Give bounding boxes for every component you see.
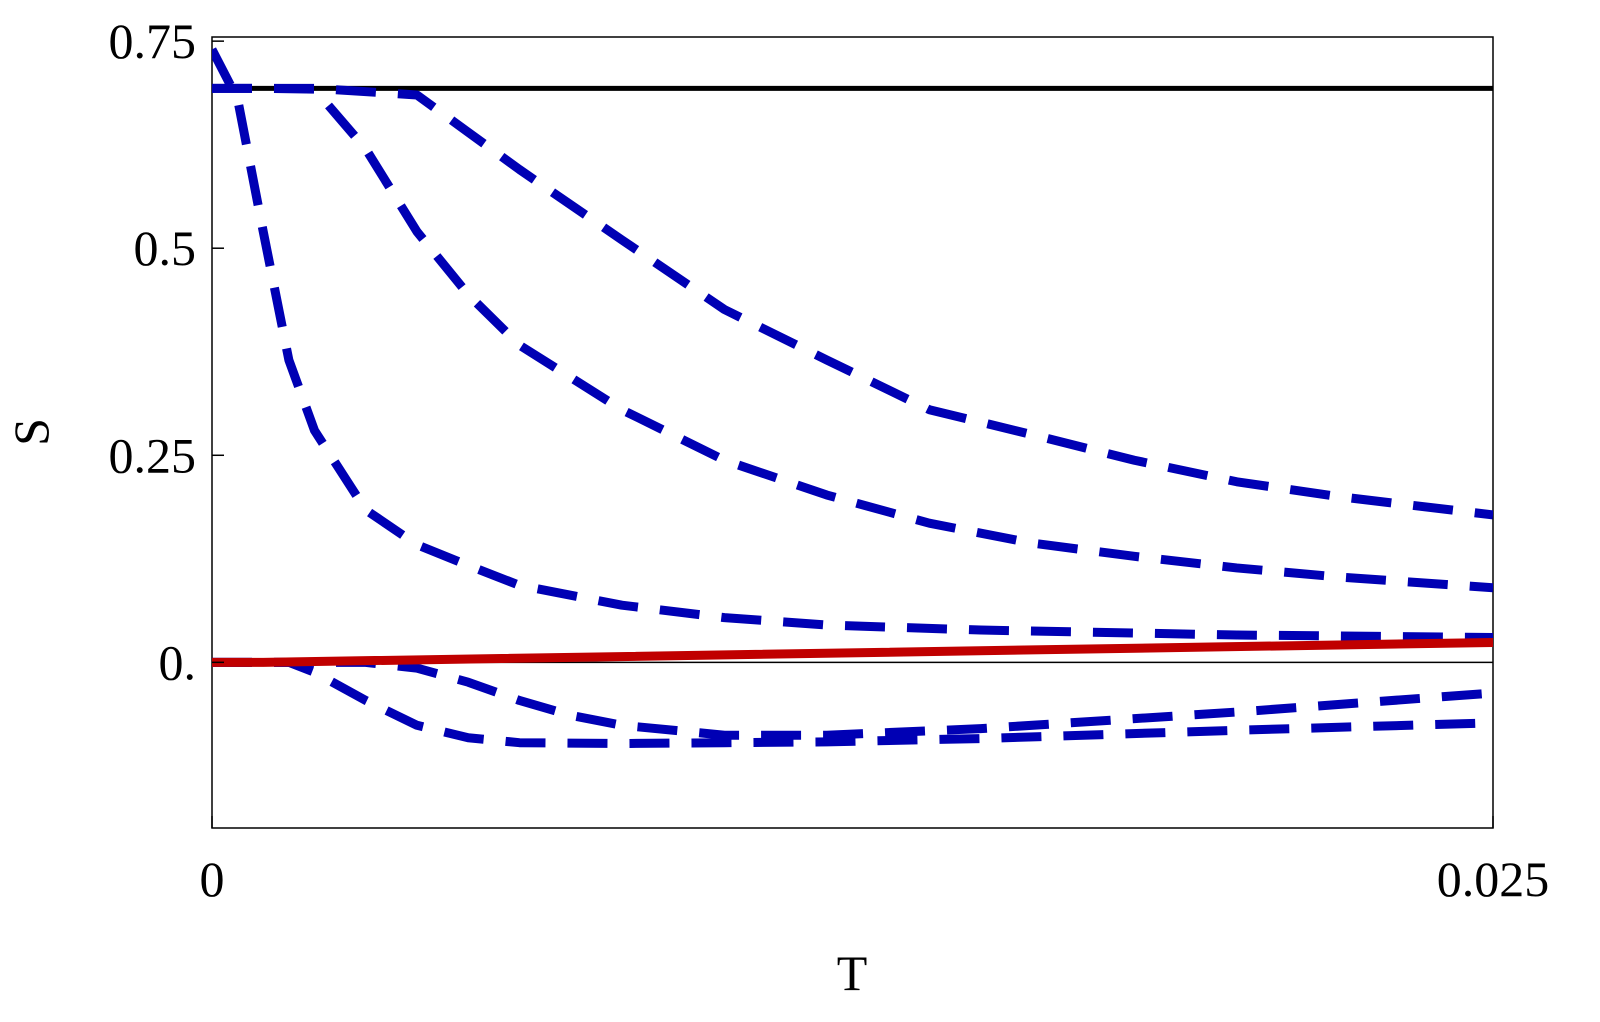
- x-tick-label: 0: [200, 851, 225, 907]
- series-line: [212, 637, 1493, 667]
- y-axis-label: S: [3, 418, 59, 446]
- y-tick-label: 0.: [159, 634, 197, 690]
- plot-area: [212, 47, 1493, 749]
- series-line: [212, 657, 1493, 749]
- series-line: [212, 83, 1493, 593]
- y-tick-label: 0.75: [109, 13, 197, 69]
- y-tick-label: 0.25: [109, 427, 197, 483]
- x-axis-label: T: [837, 945, 868, 1001]
- y-tick-label: 0.5: [134, 220, 197, 276]
- plot-frame: [211, 36, 1494, 829]
- series-line: [212, 83, 1493, 520]
- series-line: [212, 657, 1493, 740]
- x-tick-label: 0.025: [1437, 851, 1550, 907]
- series-line: [212, 47, 1493, 642]
